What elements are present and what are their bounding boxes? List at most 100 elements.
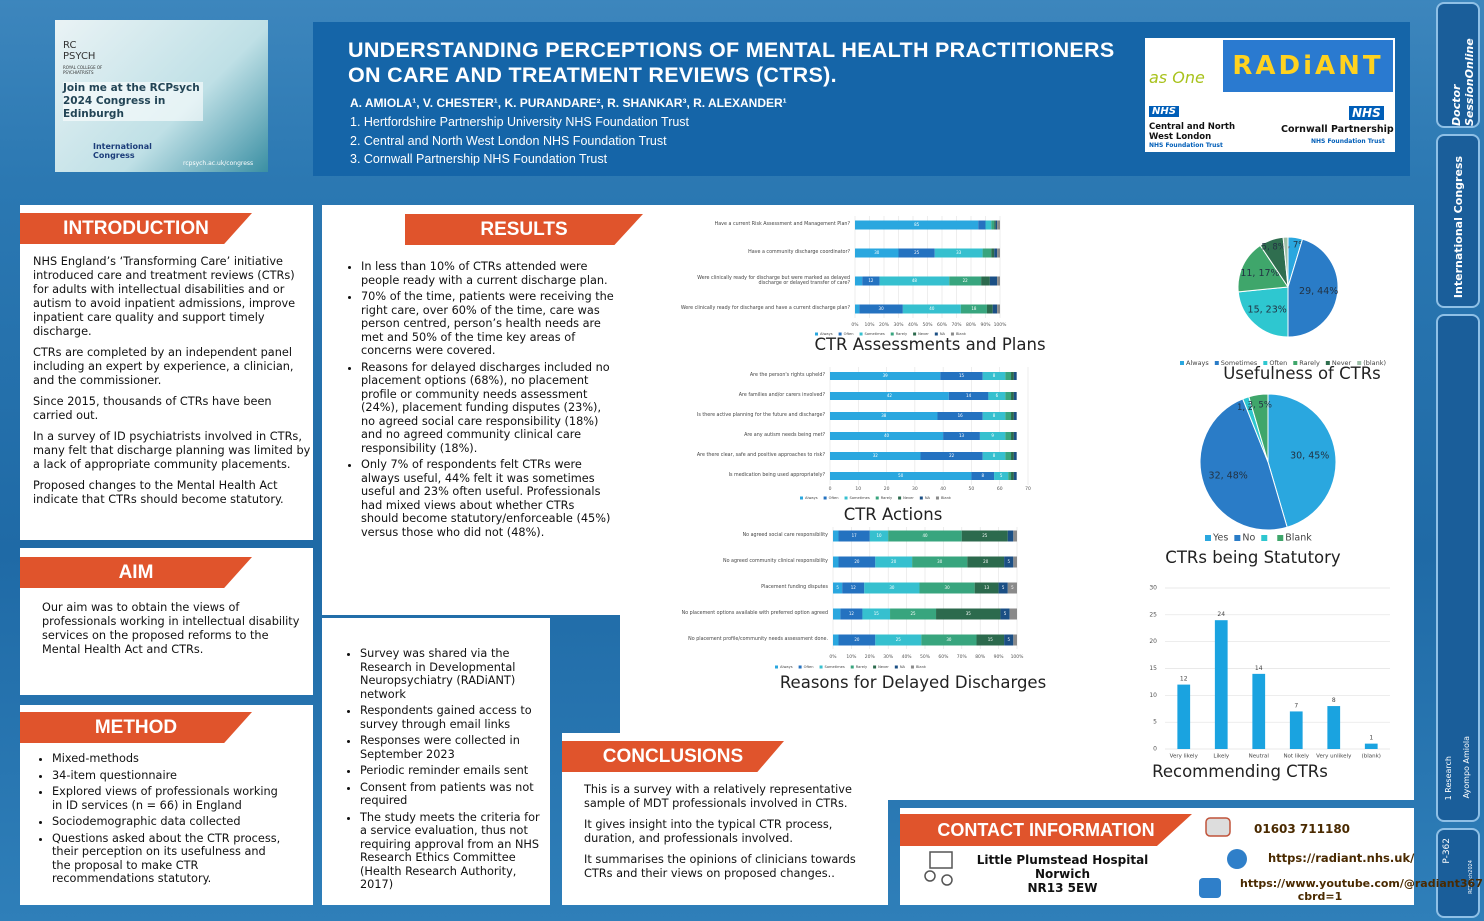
x-tick-label: 0%	[829, 654, 837, 660]
bar-segment	[974, 582, 999, 594]
bar-segment	[960, 304, 987, 314]
x-tick-label: 80%	[966, 322, 977, 328]
bar-segment	[976, 634, 1005, 646]
data-label: 39	[883, 373, 889, 378]
data-label: 8	[993, 373, 996, 378]
bar-segment	[1011, 412, 1014, 420]
bar-segment	[830, 472, 972, 480]
x-tick-label: Likely	[1213, 754, 1229, 760]
conclusions-text: This is a survey with a relatively repre…	[584, 783, 874, 888]
data-label: 33	[956, 250, 962, 255]
data-label: 5	[1002, 585, 1005, 590]
legend-label: Often	[829, 496, 839, 500]
data-label: 11, 17%	[1240, 268, 1279, 279]
bar-segment	[937, 412, 983, 420]
legend-swatch	[859, 332, 863, 336]
data-label: 48	[912, 278, 918, 283]
chart-title: Reasons for Delayed Discharges	[780, 673, 1046, 692]
address-icon	[941, 874, 953, 886]
address-line: NR13 5EW	[1027, 881, 1098, 895]
bar-segment	[1013, 556, 1017, 568]
bar-segment	[1000, 608, 1010, 620]
x-tick-label: 50%	[920, 654, 931, 660]
pie-slice	[1267, 393, 1337, 528]
data-label: 20	[891, 559, 897, 564]
legend-swatch	[1261, 535, 1268, 541]
data-label: 18	[971, 306, 977, 311]
category-label-box: Were clinically ready for discharge but …	[697, 276, 850, 287]
bar-segment	[1011, 452, 1014, 460]
legend-swatch	[815, 332, 818, 336]
bar-segment	[971, 472, 995, 480]
result-item: 70% of the time, patients were receiving…	[361, 290, 615, 358]
bar-segment	[833, 556, 839, 568]
data-label: 10	[876, 533, 882, 538]
y-tick-label: 20	[1149, 638, 1157, 645]
title-box: UNDERSTANDING PERCEPTIONS OF MENTAL HEAL…	[313, 22, 1410, 176]
legend-swatch	[898, 496, 902, 500]
x-tick-label: Very likely	[1170, 754, 1199, 760]
bar-segment	[1013, 432, 1017, 440]
chart-title: CTR Assessments and Plans	[814, 335, 1045, 354]
legend-swatch	[873, 665, 877, 669]
x-tick-label: (blank)	[1362, 754, 1381, 760]
website: https://radiant.nhs.uk/	[1268, 851, 1415, 865]
bar-segment	[879, 276, 950, 286]
x-tick-label: Very unlikely	[1316, 754, 1352, 760]
sidebar-tab: P-362 RCPsych2024	[1436, 828, 1480, 918]
bar-segment	[1011, 392, 1014, 400]
method-item: Questions asked about the CTR process, t…	[52, 832, 284, 886]
chart-title: Usefulness of CTRs	[1223, 364, 1381, 383]
contact-icons	[924, 817, 1247, 898]
x-tick-label: 10	[855, 486, 861, 492]
method-item: Periodic reminder emails sent	[360, 764, 545, 778]
category-label-box: No agreed social care responsibility	[743, 533, 828, 538]
affiliation: 2. Central and North West London NHS Fou…	[350, 133, 667, 148]
data-label: 15	[874, 611, 880, 616]
bar-segment	[1013, 634, 1017, 646]
legend-label: Often	[844, 332, 854, 336]
bar-segment	[1005, 412, 1012, 420]
legend-label: Always	[780, 665, 793, 669]
address-icon	[924, 870, 936, 882]
nhs-logo: NHS	[1149, 106, 1179, 117]
legend-label: Blank	[916, 665, 927, 669]
pie-slice	[1237, 244, 1289, 293]
section-heading: INTRODUCTION	[20, 213, 252, 244]
result-item: Only 7% of respondents felt CTRs were al…	[361, 458, 615, 539]
y-tick-label: Placement funding disputes	[761, 585, 828, 591]
x-tick-label: Neutral	[1249, 754, 1270, 760]
data-label: 15	[959, 373, 965, 378]
method-panel-continued	[322, 618, 550, 905]
legend-swatch	[844, 496, 848, 500]
poster-title: UNDERSTANDING PERCEPTIONS OF MENTAL HEAL…	[348, 38, 1115, 87]
data-label: 25	[982, 533, 988, 538]
data-label: 29, 44%	[1299, 286, 1338, 297]
category-label-box: Is medication being used appropriately?	[729, 473, 825, 478]
legend-label: Blank	[956, 332, 967, 336]
method-item: Respondents gained access to survey thro…	[360, 704, 545, 731]
bar	[1252, 673, 1266, 749]
as-one-logo: as One	[1149, 68, 1205, 87]
chart-title: CTRs being Statutory	[1165, 548, 1341, 567]
bar-segment	[1007, 582, 1017, 594]
x-tick-label: 0%	[851, 322, 859, 328]
category-label-box: Are the person's rights upheld?	[750, 373, 825, 378]
bar-segment	[991, 248, 995, 258]
legend-swatch	[823, 496, 827, 500]
bar-segment	[978, 220, 986, 230]
legend-swatch	[919, 496, 923, 500]
data-label: 30	[946, 637, 952, 642]
trust2-sub: NHS Foundation Trust	[1311, 138, 1385, 145]
data-label: 13	[984, 585, 990, 590]
data-label: 30	[945, 585, 951, 590]
legend-swatch	[875, 496, 879, 500]
bar-segment	[943, 432, 980, 440]
bar-segment	[981, 276, 990, 286]
legend-swatch	[1214, 361, 1219, 365]
x-tick-label: 60%	[938, 654, 949, 660]
bar-segment	[997, 304, 1000, 314]
legend-label: Never	[918, 332, 929, 336]
method-item: Explored views of professionals working …	[52, 785, 284, 812]
data-label: 5	[836, 585, 839, 590]
